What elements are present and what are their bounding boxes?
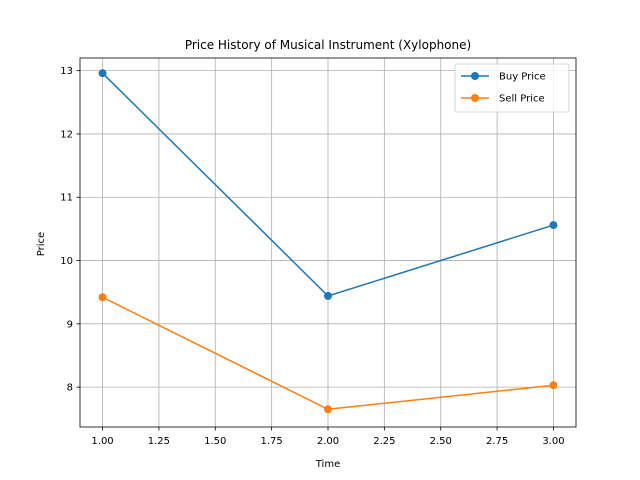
legend-entry-label: Buy Price	[499, 72, 546, 83]
x-tick-label: 1.50	[204, 436, 226, 447]
x-axis-label: Time	[315, 459, 340, 470]
x-axis: 1.00 1.25 1.50 1.75 2.00 2.25 2.50 2.75 3.00	[91, 427, 565, 447]
y-tick-label: 8	[67, 383, 73, 394]
data-point-1-2	[549, 381, 558, 390]
legend-swatch-marker	[471, 94, 479, 102]
x-tick-label: 1.75	[261, 436, 283, 447]
x-tick-label: 2.75	[486, 436, 508, 447]
y-tick-label: 10	[60, 256, 73, 267]
data-point-0-2	[549, 221, 558, 230]
x-tick-label: 2.25	[373, 436, 395, 447]
grid	[80, 58, 576, 427]
data-point-0-0	[98, 69, 107, 78]
data-point-1-1	[324, 405, 332, 414]
legend: Buy Price Sell Price	[454, 63, 570, 113]
legend-entry-label: Sell Price	[499, 94, 545, 105]
y-tick-label: 9	[67, 319, 73, 330]
x-tick-label: 2.50	[430, 436, 452, 447]
y-axis: 8 9 10 11 12 13	[60, 66, 80, 394]
x-tick-label: 2.00	[317, 436, 339, 447]
x-tick-label: 1.25	[148, 436, 170, 447]
series-layer	[98, 69, 558, 414]
chart-title: Price History of Musical Instrument (Xyl…	[185, 38, 471, 52]
y-tick-label: 13	[60, 66, 73, 77]
legend-swatch-marker	[471, 72, 479, 80]
y-tick-label: 12	[60, 129, 73, 140]
data-point-1-0	[98, 293, 107, 302]
y-axis-label: Price	[36, 232, 47, 256]
data-point-0-1	[324, 291, 332, 300]
x-tick-label: 3.00	[542, 436, 564, 447]
x-tick-label: 1.00	[91, 436, 113, 447]
y-tick-label: 11	[60, 193, 73, 204]
